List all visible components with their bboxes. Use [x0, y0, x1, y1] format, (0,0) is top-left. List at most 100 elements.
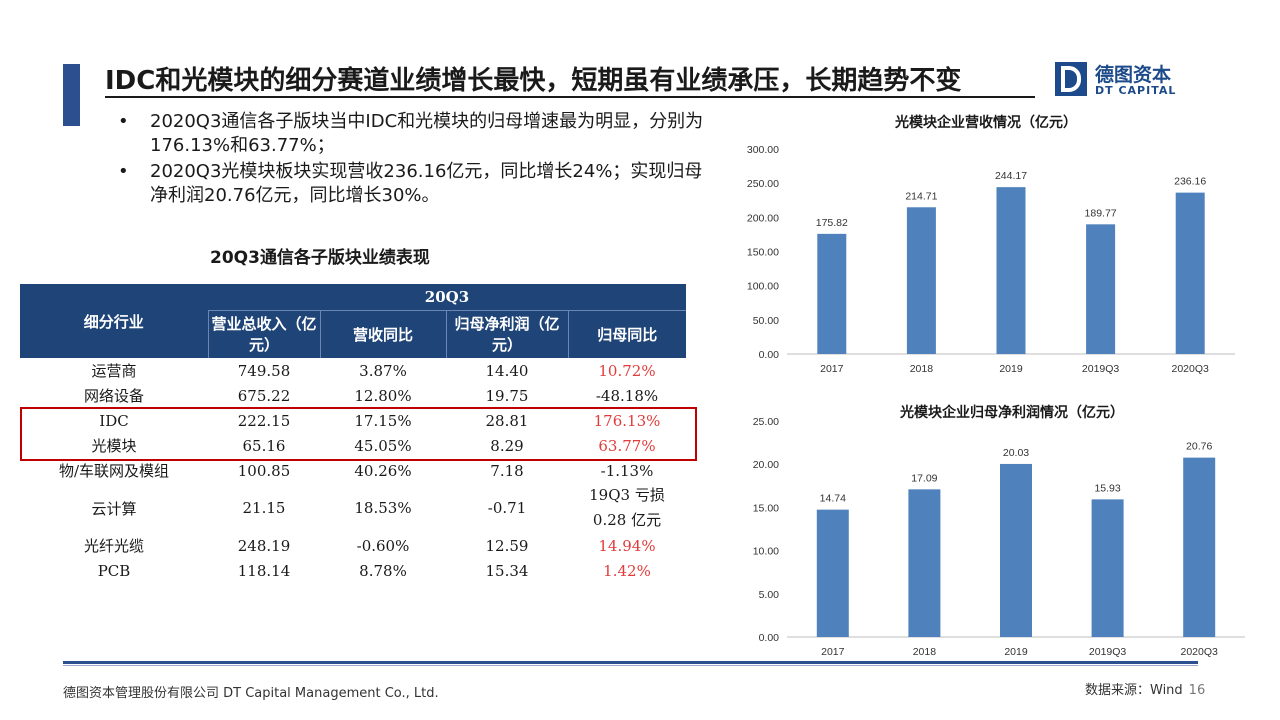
- cell-revenue: 248.19: [237, 536, 291, 555]
- header-industry: 细分行业: [20, 284, 208, 358]
- cell-profit-yoy: 10.72%: [598, 361, 656, 380]
- chart-title: 光模块企业归母净利润情况（亿元）: [900, 405, 1124, 421]
- table-row: 云计算 21.15 18.53% -0.71 19Q3 亏损 0.28 亿元: [20, 483, 686, 533]
- data-label: 20.03: [1003, 447, 1029, 459]
- cell-profit-yoy: -48.18%: [595, 386, 659, 405]
- cell-profit-yoy: 19Q3 亏损 0.28 亿元: [589, 486, 665, 529]
- page-title: IDC和光模块的细分赛道业绩增长最快，短期虽有业绩承压，长期趋势不变: [105, 66, 962, 96]
- bar: [817, 233, 847, 354]
- cell-profit: 19.75: [485, 386, 529, 405]
- table-row: 光纤光缆 248.19 -0.60% 12.59 14.94%: [20, 533, 686, 558]
- x-tick-label: 2019: [999, 363, 1023, 375]
- x-tick-label: 2019: [1004, 646, 1028, 658]
- y-tick-label: 25.00: [753, 416, 779, 428]
- profit-chart: 光模块企业归母净利润情况（亿元） 0.00 5.00 10.00 15.00 20.00…: [720, 398, 1260, 663]
- data-label: 175.82: [816, 217, 848, 229]
- footer-company: 德图资本管理股份有限公司 DT Capital Management Co., …: [63, 686, 439, 701]
- data-label: 17.09: [911, 472, 937, 484]
- y-tick-label: 10.00: [753, 546, 779, 558]
- cell-name: PCB: [97, 561, 131, 580]
- y-tick-label: 150.00: [747, 247, 779, 259]
- cell-profit: 14.40: [485, 361, 529, 380]
- y-tick-label: 20.00: [753, 459, 779, 471]
- bar: [1000, 463, 1032, 637]
- cell-rev-yoy: 40.26%: [354, 461, 412, 480]
- cell-profit: 12.59: [485, 536, 529, 555]
- title-accent-bar: [63, 64, 80, 126]
- cell-rev-yoy: 18.53%: [354, 499, 412, 517]
- cell-name: 光纤光缆: [83, 537, 144, 555]
- cell-rev-yoy: -0.60%: [356, 536, 410, 555]
- table-row: PCB 118.14 8.78% 15.34 1.42%: [20, 558, 686, 583]
- cell-name: 云计算: [91, 499, 137, 518]
- cell-profit: -0.71: [487, 499, 527, 517]
- cell-name: IDC: [99, 411, 129, 430]
- header-profit-yoy: 归母同比: [567, 310, 686, 358]
- bar: [908, 489, 941, 637]
- bar: [906, 207, 936, 354]
- cell-revenue: 21.15: [242, 499, 286, 517]
- footer-divider: [63, 661, 1198, 664]
- cell-profit-yoy: 14.94%: [598, 536, 656, 555]
- data-label: 189.77: [1085, 207, 1117, 219]
- footer-source: 数据来源：Wind 16: [1085, 679, 1205, 698]
- header-rev-yoy: 营收同比: [319, 310, 446, 358]
- x-tick-label: 2017: [820, 363, 844, 375]
- chart-title: 光模块企业营收情况（亿元）: [895, 115, 1077, 131]
- cell-revenue: 118.14: [237, 561, 291, 580]
- data-label: 14.74: [820, 493, 846, 505]
- bullet-item: 2020Q3光模块板块实现营收236.16亿元，同比增长24%；实现归母净利润2…: [118, 160, 708, 208]
- y-tick-label: 5.00: [759, 589, 780, 601]
- highlight-box: [20, 407, 697, 461]
- bar: [816, 509, 849, 637]
- y-tick-label: 300.00: [747, 144, 779, 156]
- data-label: 244.17: [995, 170, 1027, 182]
- table-row: IDC 222.15 17.15% 28.81 176.13%: [20, 408, 686, 433]
- x-tick-label: 2017: [821, 646, 845, 658]
- y-tick-label: 250.00: [747, 178, 779, 190]
- y-tick-label: 15.00: [753, 502, 779, 514]
- logo-d-icon: [1055, 62, 1087, 96]
- cell-name: 网络设备: [83, 387, 144, 405]
- cell-profit: 7.18: [490, 461, 524, 480]
- revenue-chart: 光模块企业营收情况（亿元） 0.00 50.00 100.00 150.00 200.0…: [720, 108, 1260, 383]
- performance-table: 细分行业 20Q3 营业总收入（亿元） 营收同比 归母净利润（亿元） 归母同比 …: [20, 284, 686, 583]
- header-period: 20Q3: [208, 284, 686, 311]
- bar: [1175, 192, 1205, 354]
- cell-rev-yoy: 12.80%: [354, 386, 412, 405]
- x-tick-label: 2018: [913, 646, 937, 658]
- bullet-list: 2020Q3通信各子版块当中IDC和光模块的归母增速最为明显，分别为176.13…: [118, 110, 708, 210]
- cell-revenue: 675.22: [237, 386, 291, 405]
- y-tick-label: 100.00: [747, 281, 779, 293]
- header-revenue: 营业总收入（亿元）: [207, 310, 320, 358]
- cell-name: 运营商: [91, 362, 137, 380]
- bar: [1183, 457, 1216, 637]
- cell-profit-yoy: 1.42%: [603, 561, 651, 580]
- logo-cn-text: 德图资本: [1095, 64, 1172, 86]
- cell-revenue: 222.15: [237, 411, 291, 430]
- title-underline: [105, 96, 1035, 98]
- cell-revenue: 100.85: [237, 461, 291, 480]
- cell-rev-yoy: 8.78%: [359, 561, 407, 580]
- cell-profit: 15.34: [485, 561, 529, 580]
- page-number: 16: [1188, 683, 1206, 698]
- data-label: 15.93: [1094, 482, 1120, 494]
- x-tick-label: 2019Q3: [1082, 363, 1120, 375]
- table-row: 运营商 749.58 3.87% 14.40 10.72%: [20, 358, 686, 383]
- y-tick-label: 200.00: [747, 212, 779, 224]
- cell-rev-yoy: 3.87%: [359, 361, 407, 380]
- cell-revenue: 749.58: [237, 361, 291, 380]
- y-tick-label: 0.00: [759, 632, 780, 644]
- cell-profit: 28.81: [485, 411, 529, 430]
- cell-name: 光模块: [91, 437, 137, 455]
- data-label: 20.76: [1186, 441, 1212, 453]
- data-source: 数据来源：Wind: [1085, 683, 1183, 698]
- bar: [996, 187, 1026, 354]
- bar: [1086, 224, 1116, 354]
- bar: [1091, 499, 1124, 637]
- cell-profit-yoy: 176.13%: [593, 411, 661, 430]
- company-logo: 德图资本 DT CAPITAL: [1055, 60, 1245, 100]
- cell-rev-yoy: 45.05%: [354, 436, 412, 455]
- cell-revenue: 65.16: [242, 436, 286, 455]
- footer-divider-thin: [63, 665, 1198, 666]
